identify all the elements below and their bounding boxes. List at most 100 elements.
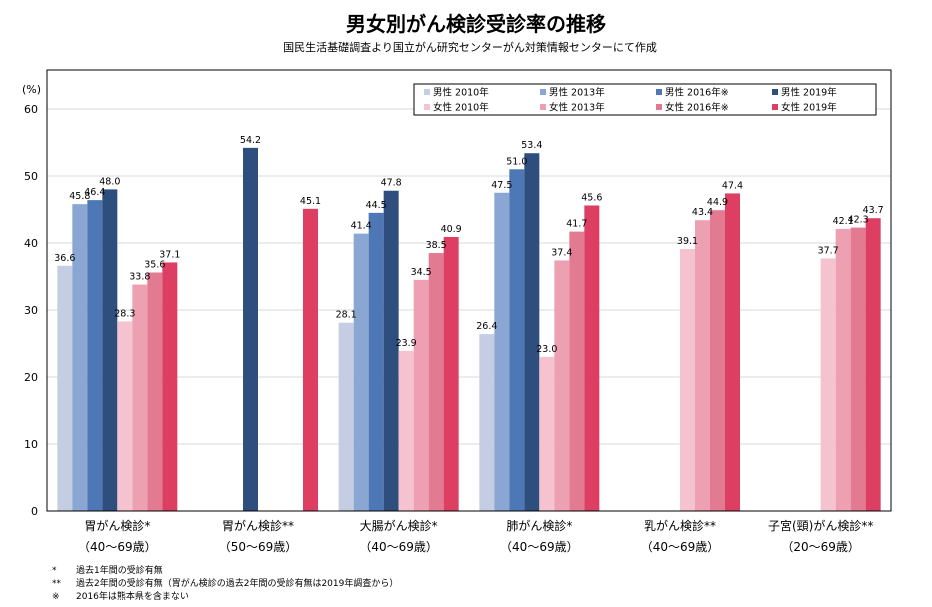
bar	[102, 189, 118, 511]
bar	[695, 220, 710, 511]
bar	[865, 218, 881, 511]
bar	[569, 231, 585, 512]
legend-swatch	[772, 104, 778, 110]
category-label: 胃がん検診**	[222, 518, 294, 533]
bar	[509, 169, 525, 512]
legend-swatch	[424, 89, 430, 95]
footnote-mark: ※	[52, 592, 60, 602]
bar	[710, 210, 725, 512]
data-label: 42.1	[833, 216, 854, 227]
data-label: 38.5	[426, 240, 447, 251]
legend-swatch	[540, 104, 546, 110]
bar	[413, 279, 429, 511]
data-label: 47.4	[722, 180, 743, 191]
y-tick-label: 60	[24, 103, 38, 116]
data-label: 47.5	[491, 180, 512, 191]
category-age-range: （50〜69歳）	[219, 540, 298, 554]
bar	[584, 205, 600, 512]
data-label: 23.9	[396, 338, 417, 349]
category-labels: 胃がん検診* （40〜69歳） 胃がん検診** （50〜69歳） 大腸がん検診* （40〜…	[78, 518, 873, 554]
bar	[820, 258, 836, 511]
legend-swatch	[424, 104, 430, 110]
category-age-range: （20〜69歳）	[781, 540, 860, 554]
bar	[87, 200, 103, 511]
category-label: 肺がん検診*	[506, 518, 572, 533]
bar	[132, 284, 148, 511]
footnote-mark: *	[52, 566, 57, 576]
footnote-text: 過去1年間の受診有無	[76, 564, 163, 576]
data-label: 28.1	[336, 310, 357, 321]
chart-subtitle: 国民生活基礎調査より国立がん研究センターがん対策情報センターにて作成	[283, 40, 657, 54]
bar	[479, 334, 495, 511]
legend-entry: 男性 2013年	[549, 87, 605, 99]
legend-box	[413, 83, 877, 116]
data-label: 47.8	[381, 178, 402, 189]
legend-entry: 女性 2010年	[433, 102, 489, 114]
data-label: 28.3	[114, 308, 135, 319]
data-label: 26.4	[476, 321, 497, 332]
data-label: 37.4	[551, 247, 572, 258]
bar	[398, 350, 414, 511]
legend-swatch	[772, 89, 778, 95]
bar	[725, 193, 740, 512]
data-label: 41.4	[351, 221, 372, 232]
bar	[57, 265, 73, 511]
y-tick-label: 20	[24, 371, 38, 384]
bar	[539, 356, 555, 511]
bar	[162, 262, 178, 511]
data-label: 42.3	[848, 215, 869, 226]
data-label: 35.6	[144, 259, 165, 270]
footnote-text: 2016年は熊本県を含まない	[76, 590, 189, 602]
bar	[680, 249, 695, 511]
legend-swatch	[656, 89, 662, 95]
bars	[57, 147, 881, 512]
data-label: 45.1	[300, 196, 321, 207]
bar	[428, 253, 444, 512]
data-label: 39.1	[677, 236, 698, 247]
data-label: 54.2	[240, 135, 261, 146]
data-label: 33.8	[129, 272, 150, 283]
data-label: 44.5	[366, 200, 387, 211]
data-label: 37.1	[159, 249, 180, 260]
data-label: 41.7	[566, 219, 587, 230]
y-tick-label: 0	[31, 505, 38, 518]
data-label: 44.9	[707, 197, 728, 208]
category-label: 子宮(頸)がん検診**	[768, 518, 873, 533]
data-label: 37.7	[818, 245, 839, 256]
data-label: 53.4	[521, 140, 542, 151]
data-label: 45.6	[581, 192, 602, 203]
data-label: 43.4	[692, 207, 713, 218]
data-label: 23.0	[536, 344, 557, 355]
bar	[72, 204, 88, 511]
legend-entry: 女性 2013年	[549, 102, 605, 114]
data-label: 51.0	[506, 156, 527, 167]
bar	[383, 190, 399, 512]
bar	[243, 147, 258, 512]
footnote-mark: **	[52, 579, 62, 589]
bar	[443, 236, 459, 511]
bar	[554, 260, 570, 511]
bar	[850, 227, 866, 511]
legend-entry: 男性 2019年	[781, 87, 837, 99]
bar	[835, 228, 851, 511]
y-tick-label: 40	[24, 237, 38, 250]
plot-frame	[46, 69, 892, 512]
category-label: 胃がん検診*	[84, 518, 150, 533]
y-tick-label: 30	[24, 304, 38, 317]
bar	[368, 212, 384, 511]
data-label: 40.9	[441, 224, 462, 235]
chart-title: 男女別がん検診受診率の推移	[346, 12, 606, 36]
data-label: 46.4	[84, 187, 105, 198]
category-label: 乳がん検診**	[644, 518, 716, 533]
legend-entry: 男性 2016年※	[665, 87, 729, 99]
legend-swatch	[656, 104, 662, 110]
category-label: 大腸がん検診*	[360, 518, 438, 533]
bar	[524, 153, 540, 511]
bar	[303, 208, 318, 511]
data-label: 34.5	[411, 267, 432, 278]
bar	[353, 233, 369, 511]
y-axis-ticks: 0 10 20 30 40 50 60	[24, 103, 38, 518]
bar	[338, 322, 354, 511]
